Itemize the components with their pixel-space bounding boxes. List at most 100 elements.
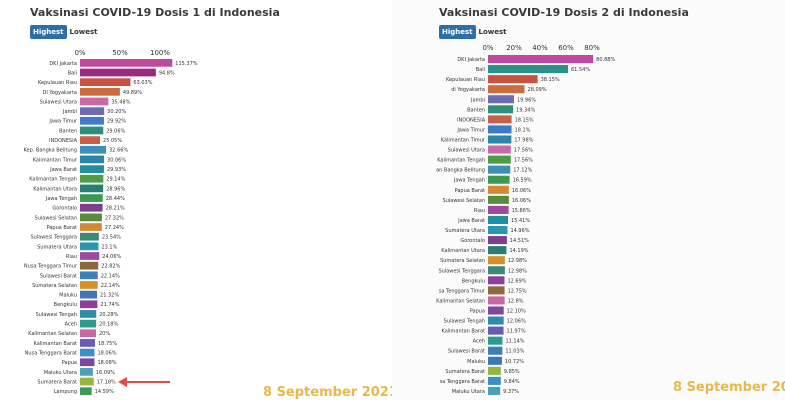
value-label: 49.89% [123,90,142,96]
bar [488,286,505,295]
value-label: 14.51% [510,238,529,244]
category-label: Gorontalo [460,238,485,244]
category-label: Sulawesi Tenggara [30,235,77,241]
category-label: Kepulauan Riau [446,77,485,83]
bar [488,85,525,94]
lowest-button[interactable]: Lowest [69,28,98,36]
category-label: Kalimantan Tengah [437,158,485,164]
bar [80,368,93,376]
bar [80,271,98,280]
value-label: 17.56% [514,158,533,164]
bar [488,336,503,345]
value-label: 11.03% [505,349,524,355]
value-label: 19.34% [516,107,535,113]
bar [80,165,104,173]
value-label: 30.06% [107,157,126,163]
category-label: INDONESIA [457,117,486,123]
value-label: 17.98% [514,138,533,144]
bar [80,68,156,77]
value-label: 9.84% [504,379,520,385]
value-label: 27.24% [105,225,124,231]
value-label: 20% [99,331,110,337]
bar [488,266,505,275]
bar [80,223,102,231]
value-label: 10.72% [505,359,524,365]
category-label: Kalimantan Timur [33,157,78,163]
category-label: Bali [476,67,485,73]
value-label: 18.75% [98,341,117,347]
category-label: Jambi [62,109,77,115]
bar [488,246,507,255]
value-label: 17.12% [513,168,532,174]
category-label: Maluku Utara [452,389,485,395]
category-label: Maluku [59,293,77,299]
category-label: Sulawesi Selatan [35,215,77,221]
category-label: Banten [467,107,485,113]
x-tick-label: 0% [482,44,493,52]
x-tick-label: 20% [506,44,522,52]
bar [488,65,569,74]
category-label: Papua Barat [455,188,485,194]
value-label: 12.10% [507,309,526,315]
bar [80,290,98,299]
category-label: Sulawesi Tengah [36,312,77,318]
bar [80,87,120,96]
category-label: Nusa Tenggara Barat [25,351,77,357]
bar [80,310,97,318]
value-label: 27.32% [105,215,124,221]
category-label: Lampung [54,389,77,395]
value-label: 22.14% [101,273,120,279]
lowest-button[interactable]: Lowest [478,28,507,36]
category-label: INDONESIA [49,138,78,144]
bar [488,346,503,355]
bar [80,203,103,212]
value-label: 80.88% [596,57,615,63]
bar [80,59,173,67]
highest-button[interactable]: Highest [439,25,476,39]
bar [488,326,504,335]
category-label: Sulawesi Utara [448,148,485,154]
bar [80,145,107,154]
bar [80,136,101,144]
value-label: 9.37% [503,389,519,395]
category-label: Kalimantan Selatan [436,298,485,304]
bar [488,226,508,235]
bar [80,348,95,357]
value-label: 63.03% [133,80,152,86]
bar [80,358,95,367]
category-label: Sumatera Utara [37,244,77,250]
value-label: 18.06% [97,351,116,357]
category-label: Kalimantan Barat [442,329,486,335]
bar [488,205,509,214]
date-label: 8 September 2021 [263,385,398,400]
value-label: 38.15% [541,77,560,83]
category-label: Jawa Tengah [453,178,485,184]
category-label: Kalimantan Timur [441,138,486,144]
x-tick-label: 60% [558,44,574,52]
value-label: 9.85% [504,369,520,375]
category-label: Nusa Tenggara Timur [24,264,78,270]
value-label: 29.93% [107,167,126,173]
value-label: 20.18% [99,322,118,328]
highest-button[interactable]: Highest [30,25,67,39]
category-label: an Bangka Belitung [436,168,485,174]
bar [80,213,102,222]
value-label: 14.96% [510,228,529,234]
bar [488,55,594,64]
value-label: 35.48% [111,99,130,105]
category-label: Sumatera Selatan [32,283,77,289]
category-label: DI Yogyakarta [42,90,77,96]
value-label: 21.74% [100,302,119,308]
bar [488,145,511,154]
category-label: Banten [59,128,77,134]
value-label: 17.18% [97,379,116,385]
x-tick-label: 50% [112,49,128,57]
category-label: Sulawesi Tenggara [438,268,485,274]
bar [80,174,104,183]
value-label: 115.37% [175,61,197,67]
category-label: Jawa Barat [457,218,485,224]
category-label: Kalimantan Selatan [28,331,77,337]
value-label: 12.06% [507,319,526,325]
category-label: Riau [66,254,77,260]
category-label: Jawa Timur [48,119,78,125]
